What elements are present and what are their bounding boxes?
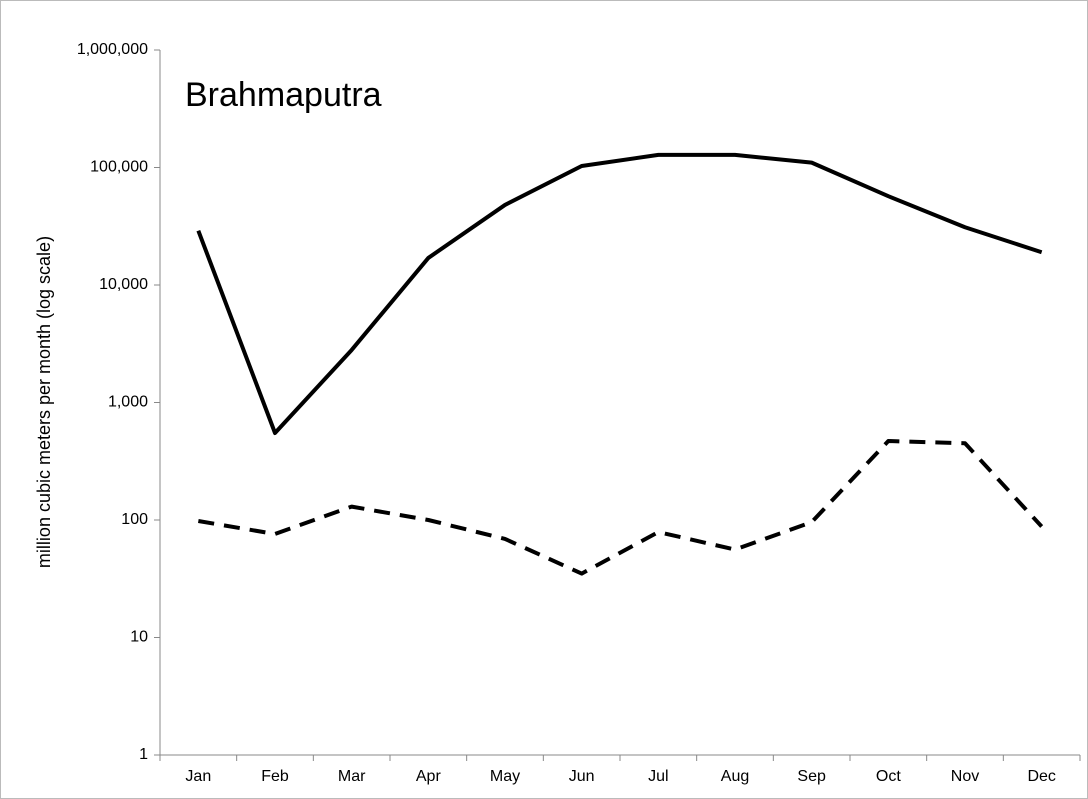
x-tick-label: Mar — [338, 768, 366, 785]
line-series — [197, 439, 1044, 576]
y-tick-label: 1,000 — [108, 394, 148, 411]
x-tick-label: Nov — [951, 768, 979, 785]
x-tick-label: Aug — [721, 768, 749, 785]
chart-title: Brahmaputra — [185, 76, 382, 114]
y-tick-label: 1 — [139, 746, 148, 763]
x-tick-label: Jan — [185, 768, 211, 785]
y-tick-label: 1,000,000 — [77, 41, 148, 58]
x-tick-label: Dec — [1027, 768, 1055, 785]
y-tick-label: 10,000 — [99, 276, 148, 293]
y-tick-label: 10 — [130, 629, 148, 646]
y-axis-label: million cubic meters per month (log scal… — [34, 236, 54, 568]
line-series — [196, 152, 1043, 436]
x-tick-label: May — [490, 768, 520, 785]
x-tick-label: Sep — [797, 768, 826, 785]
x-tick-label: Apr — [416, 768, 442, 785]
x-tick-label: Jul — [648, 768, 668, 785]
y-tick-label: 100,000 — [90, 159, 148, 176]
x-tick-label: Jun — [569, 768, 595, 785]
y-tick-label: 100 — [121, 511, 148, 528]
x-tick-label: Feb — [261, 768, 289, 785]
x-tick-label: Oct — [876, 768, 901, 785]
